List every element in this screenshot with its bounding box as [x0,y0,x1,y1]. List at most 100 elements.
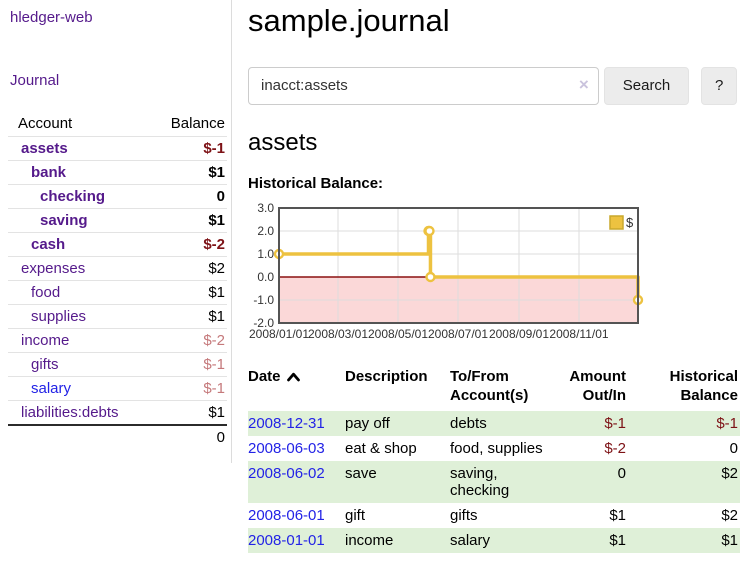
account-row: liabilities:debts $1 [8,400,227,424]
x-axis-tick-label: 2008/09/01 [489,327,549,341]
y-axis-tick-label: 3.0 [257,201,274,215]
sidebar: hledger-web Journal Account Balance asse… [0,0,232,463]
register-accounts: debts [450,414,487,432]
register-date-link[interactable]: 2008-06-03 [248,439,325,457]
x-axis-tick-label: 2008/07/01 [428,327,488,341]
register-row: 2008-12-31 pay off debts $-1 $-1 [248,410,740,436]
y-axis-tick-label: 1.0 [257,247,274,261]
register-balance: $2 [721,464,738,482]
account-balance: $1 [208,284,225,301]
account-link-gifts[interactable]: gifts [31,356,59,373]
account-link-assets[interactable]: assets [21,140,68,157]
account-row: assets $-1 [8,136,227,160]
register-balance: $1 [721,531,738,549]
column-header-acct: To/From Account(s) [450,367,529,404]
register-amount: $1 [609,531,626,549]
account-link-checking[interactable]: checking [40,188,106,205]
account-balance: $-1 [203,380,225,397]
data-point-marker [425,271,436,282]
register-amount: $1 [609,506,626,524]
sidebar-item-journal[interactable]: Journal [10,72,60,89]
column-header-date[interactable]: Date [248,365,345,411]
column-header-desc: Description [345,367,428,385]
register-date-link[interactable]: 2008-06-02 [248,464,325,482]
register-description: pay off [345,414,390,432]
account-link-bank[interactable]: bank [31,164,67,181]
account-link-food[interactable]: food [31,284,61,301]
account-balance: $-2 [203,332,225,349]
account-row: food $1 [8,280,227,304]
account-column-header: Account [18,115,73,132]
column-header-bal: Historical Balance [669,367,738,404]
account-balance: $1 [208,308,225,325]
account-link-cash[interactable]: cash [31,236,66,253]
register-date-link[interactable]: 2008-06-01 [248,506,325,524]
account-balance: $1 [208,404,225,421]
x-axis-tick-label: 2008/01/01 [249,327,309,341]
register-header-row: Date Description To/From Account(s) Amount … [248,365,740,411]
account-balance: $2 [208,260,225,277]
account-balance: $1 [208,212,225,229]
account-link-saving[interactable]: saving [40,212,88,229]
account-balance: $1 [208,164,225,181]
accounts-table: Account Balance assets $-1 bank $1 checking 0… [8,112,227,449]
column-header-amt: Amount Out/In [569,367,626,404]
account-balance: $-1 [203,140,225,157]
register-description: gift [345,506,366,524]
account-row: saving $1 [8,208,227,232]
account-row: checking 0 [8,184,227,208]
register-row: 2008-06-02 save saving, checking 0 $2 [248,460,740,503]
account-row: supplies $1 [8,304,227,328]
historical-balance-chart: 3.0 2.0 1.0 0.0 -1.0 -2.02008/01/012008/03/01… [249,201,644,341]
clear-search-icon[interactable]: × [578,74,589,94]
account-link-liabilities-debts[interactable]: liabilities:debts [21,404,119,421]
register-date-link[interactable]: 2008-01-01 [248,531,325,549]
account-row: expenses $2 [8,256,227,280]
register-amount: $-1 [604,414,626,432]
register-accounts: gifts [450,506,478,524]
accounts-total-value: 0 [216,429,225,446]
chart-title: Historical Balance: [248,174,384,192]
account-balance: $-2 [203,236,225,253]
register-description: save [345,464,377,482]
register-balance: $-1 [716,414,738,432]
register-table: Date Description To/From Account(s) Amount … [248,365,740,553]
legend-label: $ [626,215,634,230]
register-amount: $-2 [604,439,626,457]
sort-ascending-icon [286,372,300,382]
account-link-salary[interactable]: salary [31,380,72,397]
register-description: income [345,531,394,549]
register-balance: 0 [729,439,738,457]
account-link-supplies[interactable]: supplies [31,308,87,325]
accounts-list: assets $-1 bank $1 checking 0 saving $1 cash $-2 e… [8,136,227,424]
account-row: bank $1 [8,160,227,184]
register-row: 2008-06-03 eat & shop food, supplies $-2 0 [248,436,740,461]
y-axis-tick-label: 0.0 [257,270,274,284]
register-date-link[interactable]: 2008-12-31 [248,414,325,432]
brand-link[interactable]: hledger-web [10,9,93,26]
search-input[interactable] [248,66,599,105]
account-link-expenses[interactable]: expenses [21,260,86,277]
search-button[interactable]: Search [603,66,690,105]
register-accounts: salary [450,531,491,549]
register-accounts: food, supplies [450,439,543,457]
register-row: 2008-06-01 gift gifts $1 $2 [248,503,740,528]
register-row: 2008-01-01 income salary $1 $1 [248,527,740,553]
legend-swatch [609,214,624,230]
account-row: cash $-2 [8,232,227,256]
account-link-income[interactable]: income [21,332,70,349]
x-axis-tick-label: 2008/11/01 [549,327,608,341]
y-axis-tick-label: 2.0 [257,224,274,238]
register-description: eat & shop [345,439,417,457]
data-point-marker [424,225,435,236]
page-title: sample.journal [248,3,450,38]
x-axis-tick-label: 2008/03/01 [308,327,368,341]
account-row: salary $-1 [8,376,227,400]
accounts-total-row: 0 [8,424,227,449]
account-row: gifts $-1 [8,352,227,376]
register-balance: $2 [721,506,738,524]
account-row: income $-2 [8,328,227,352]
help-button[interactable]: ? [701,66,737,105]
accounts-table-header: Account Balance [8,112,227,136]
